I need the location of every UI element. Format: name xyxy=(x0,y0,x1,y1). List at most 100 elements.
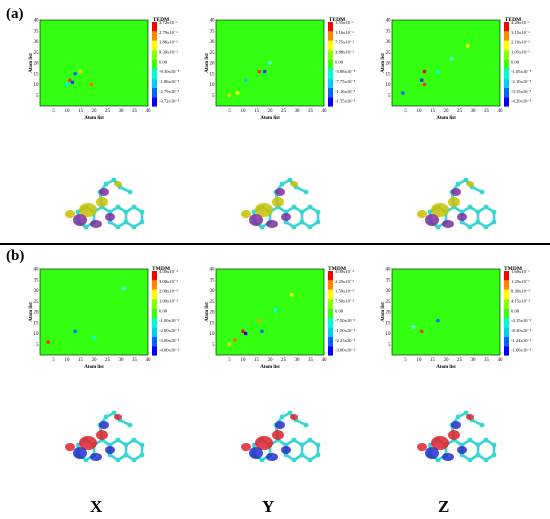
colorbar-title: TEDM xyxy=(153,17,170,23)
x-tick-label: 40 xyxy=(498,358,504,363)
isosurface-lobe xyxy=(241,210,251,218)
x-tick-label: 40 xyxy=(322,358,328,363)
atom xyxy=(83,224,89,230)
heatmap-b-1: 5 5 10 10 15 15 20 20 25 25 30 30 35 35 40 40 Atom list A… xyxy=(205,266,356,370)
colorbar-segment xyxy=(504,327,509,337)
colorbar-tick: -2.79x10⁻¹ xyxy=(159,89,180,94)
atom xyxy=(115,224,121,230)
atom xyxy=(303,422,309,428)
atom xyxy=(291,437,297,443)
isosurface-lobe xyxy=(79,436,97,450)
heatmap-spot xyxy=(411,325,416,329)
atom xyxy=(467,224,473,230)
colorbar-segment xyxy=(504,40,509,51)
molecule-isosurface-a-1 xyxy=(241,177,321,230)
heatmap-spot xyxy=(67,78,72,82)
isosurface-lobe xyxy=(451,188,461,196)
heatmap-spot xyxy=(227,342,232,347)
heatmap-spot xyxy=(78,69,83,74)
x-axis-label: Atom list xyxy=(436,116,456,121)
colorbar-tick: -3.72x10⁻¹ xyxy=(159,99,180,104)
isosurface-lobe xyxy=(431,436,449,450)
colorbar-tick: 0.00 xyxy=(511,59,520,64)
colorbar-tick: 0.00 xyxy=(159,59,168,64)
x-tick-label: 15 xyxy=(254,109,260,114)
y-tick-label: 10 xyxy=(210,332,216,337)
colorbar-segment xyxy=(152,50,157,60)
heatmap-spot xyxy=(121,286,126,291)
colorbar-segment xyxy=(504,31,509,41)
isosurface-lobe xyxy=(249,214,263,226)
colorbar-segment xyxy=(504,336,509,347)
atom xyxy=(131,457,137,463)
y-tick-label: 25 xyxy=(210,300,216,305)
isosurface-lobe xyxy=(448,430,460,440)
colorbar-tick: -1.55x10⁻¹ xyxy=(335,99,356,104)
atom xyxy=(475,452,481,458)
colorbar-segment xyxy=(328,346,333,356)
colorbar-tick: -7.75x10⁻² xyxy=(335,79,356,84)
atom xyxy=(463,410,469,416)
x-tick-label: 10 xyxy=(241,358,247,363)
colorbar-tick: 1.66x10⁻¹ xyxy=(511,269,530,274)
atom xyxy=(491,209,497,215)
isosurface-lobe xyxy=(105,213,115,221)
x-tick-label: 10 xyxy=(417,358,423,363)
atom xyxy=(111,177,117,183)
panel-label-a: (a) xyxy=(6,6,24,22)
colorbar-segment xyxy=(504,289,509,300)
colorbar-tick: -1.50x10⁻² xyxy=(335,328,356,333)
colorbar-tick: -4.15x10⁻² xyxy=(511,318,532,323)
atom xyxy=(315,209,321,215)
atom xyxy=(463,177,469,183)
heatmap-field xyxy=(391,19,501,107)
x-tick-label: 40 xyxy=(146,109,152,114)
heatmap-spot xyxy=(65,82,69,87)
atom xyxy=(139,209,145,215)
colorbar-tick: 1.50x10⁻² xyxy=(335,289,354,294)
y-tick-label: 40 xyxy=(210,19,216,24)
colorbar-segment xyxy=(504,346,509,356)
colorbar-tick: -1.16x10⁻¹ xyxy=(335,89,356,94)
y-tick-label: 25 xyxy=(210,51,216,56)
x-tick-label: 30 xyxy=(471,358,477,363)
colorbar-segment xyxy=(328,280,333,290)
y-tick-label: 30 xyxy=(386,40,392,45)
y-tick-label: 15 xyxy=(210,72,216,77)
x-tick-label: 15 xyxy=(430,358,436,363)
colorbar-segment xyxy=(328,327,333,337)
atom xyxy=(299,442,305,448)
colorbar-segment xyxy=(152,97,157,107)
x-tick-label: 5 xyxy=(228,358,231,363)
colorbar-segment xyxy=(152,280,157,290)
x-tick-label: 30 xyxy=(119,109,125,114)
colorbar-tick: -3.00x10⁻² xyxy=(159,338,180,343)
colorbar-segment xyxy=(504,22,509,32)
colorbar-tick: -1.86x10⁻¹ xyxy=(159,79,180,84)
y-axis-label: Atom list xyxy=(381,53,386,73)
atom xyxy=(491,219,497,225)
atom xyxy=(291,204,297,210)
atom xyxy=(315,442,321,448)
colorbar-segment xyxy=(328,336,333,347)
isosurface-lobe xyxy=(290,181,298,187)
heatmap-spot xyxy=(257,318,261,323)
colorbar-segment xyxy=(504,69,509,79)
heatmap-spot xyxy=(241,329,245,334)
colorbar-tick: 8.30x10⁻² xyxy=(511,289,530,294)
atom xyxy=(131,437,137,443)
x-tick-label: 25 xyxy=(281,109,287,114)
heatmap-spot xyxy=(449,56,454,61)
heatmap-spot xyxy=(227,93,232,98)
heatmap-spot xyxy=(422,69,427,74)
isosurface-lobe xyxy=(442,453,454,461)
x-tick-label: 35 xyxy=(132,358,138,363)
heatmap-spot xyxy=(89,82,94,87)
isosurface-lobe xyxy=(425,214,439,226)
isosurface-lobe xyxy=(281,213,291,221)
y-tick-label: 15 xyxy=(210,321,216,326)
y-tick-label: 40 xyxy=(34,268,40,273)
colorbar-title: TMDM xyxy=(328,266,347,272)
atom xyxy=(291,457,297,463)
z-axis-name: Z xyxy=(438,497,450,516)
